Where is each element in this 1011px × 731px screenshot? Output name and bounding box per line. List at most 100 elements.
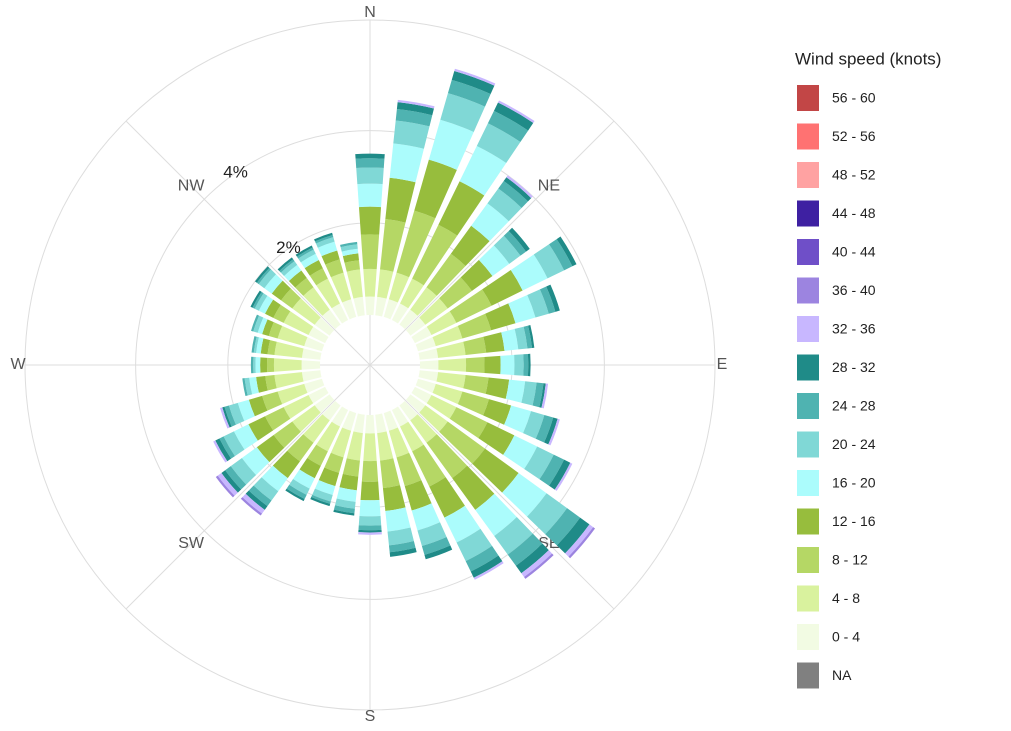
wind-segment — [322, 309, 341, 330]
wind-segment — [309, 268, 328, 286]
wind-segment — [463, 336, 487, 355]
wind-segment — [317, 241, 338, 257]
direction-label: S — [365, 708, 376, 725]
wind-segment — [262, 319, 274, 336]
wind-segment — [565, 524, 594, 557]
wind-segment — [546, 284, 560, 312]
wind-segment — [223, 431, 245, 457]
wind-segment — [335, 498, 356, 509]
wind-segment — [380, 219, 406, 272]
wind-segment — [258, 295, 274, 314]
wind-segment — [539, 454, 565, 486]
wind-segment — [344, 260, 360, 272]
wind-segment — [436, 341, 466, 358]
wind-segment — [273, 304, 291, 323]
wind-segment — [471, 203, 509, 242]
wind-segment — [330, 427, 352, 458]
legend-label: 8 - 12 — [832, 552, 868, 568]
wind-segment — [292, 298, 321, 325]
wind-segment — [396, 102, 434, 116]
wind-segment — [399, 309, 418, 330]
wind-segment — [279, 259, 295, 273]
wind-segment — [248, 416, 274, 441]
wind-segment — [424, 545, 453, 560]
wind-segment — [421, 537, 451, 555]
wind-segment — [502, 472, 547, 517]
wind-segment — [400, 421, 424, 452]
wind-segment — [248, 395, 268, 417]
wind-segment — [271, 280, 291, 301]
wind-segment — [539, 383, 546, 408]
wind-segment — [273, 421, 301, 448]
wind-segment — [301, 348, 322, 360]
wind-segment — [541, 383, 549, 409]
wind-segment — [485, 303, 516, 331]
wind-segment — [383, 299, 398, 320]
wind-segment — [224, 405, 236, 427]
wind-segment — [382, 485, 406, 511]
wind-segment — [521, 381, 537, 406]
wind-segment — [358, 516, 382, 526]
wind-segment — [250, 290, 262, 308]
wind-segment — [438, 181, 485, 236]
wind-segment — [465, 357, 485, 373]
wind-segment — [521, 550, 553, 577]
wind-segment — [510, 254, 548, 291]
wind-segment — [301, 360, 321, 370]
wind-segment — [449, 289, 492, 323]
wind-segment — [415, 378, 436, 393]
wind-segment — [274, 372, 304, 389]
wind-segment — [476, 123, 521, 164]
legend-swatch — [797, 393, 819, 419]
wind-segment — [449, 407, 488, 439]
wind-segment — [523, 411, 545, 439]
legend-label: 4 - 8 — [832, 590, 860, 606]
wind-segment — [265, 375, 277, 391]
wind-segment — [311, 494, 331, 504]
wind-segment — [410, 287, 437, 316]
wind-segment — [377, 269, 394, 299]
legend-swatch — [797, 354, 819, 381]
wind-segment — [230, 458, 257, 485]
legend-title: Wind speed (knots) — [795, 49, 941, 68]
wind-segment — [213, 440, 228, 463]
wind-segment — [303, 287, 330, 316]
wind-segment — [240, 497, 263, 516]
wind-segment — [312, 488, 333, 502]
wind-segment — [355, 158, 385, 168]
wind-segment — [280, 261, 298, 276]
wind-segment — [454, 68, 496, 86]
wind-segment — [415, 337, 436, 352]
wind-segment — [316, 421, 340, 452]
wind-segment — [432, 325, 463, 347]
wind-segment — [284, 264, 302, 281]
wind-segment — [242, 493, 265, 514]
wind-segment — [360, 481, 380, 501]
legend-swatch — [797, 123, 819, 150]
wind-segment — [515, 543, 549, 574]
wind-segment — [478, 422, 515, 455]
wind-segment — [501, 328, 519, 351]
wind-segment — [253, 315, 264, 333]
wind-segment — [233, 424, 258, 450]
wind-segment — [220, 407, 230, 429]
wind-segment — [244, 377, 253, 396]
wind-segment — [504, 405, 532, 434]
wind-segment — [487, 188, 522, 222]
wind-segment — [391, 303, 409, 324]
wind-segment — [358, 532, 382, 535]
wind-segment — [470, 555, 503, 578]
wind-segment — [242, 378, 248, 397]
wind-segment — [493, 235, 521, 264]
wind-segment — [359, 499, 381, 517]
wind-segment — [426, 434, 468, 479]
wind-segment — [556, 236, 577, 267]
wind-segment — [484, 355, 501, 375]
wind-segment — [475, 493, 517, 536]
wind-segment — [256, 267, 272, 285]
wind-segment — [432, 383, 463, 405]
wind-segment — [419, 360, 439, 370]
grid-spoke — [369, 120, 615, 366]
grid-spoke — [125, 364, 371, 610]
